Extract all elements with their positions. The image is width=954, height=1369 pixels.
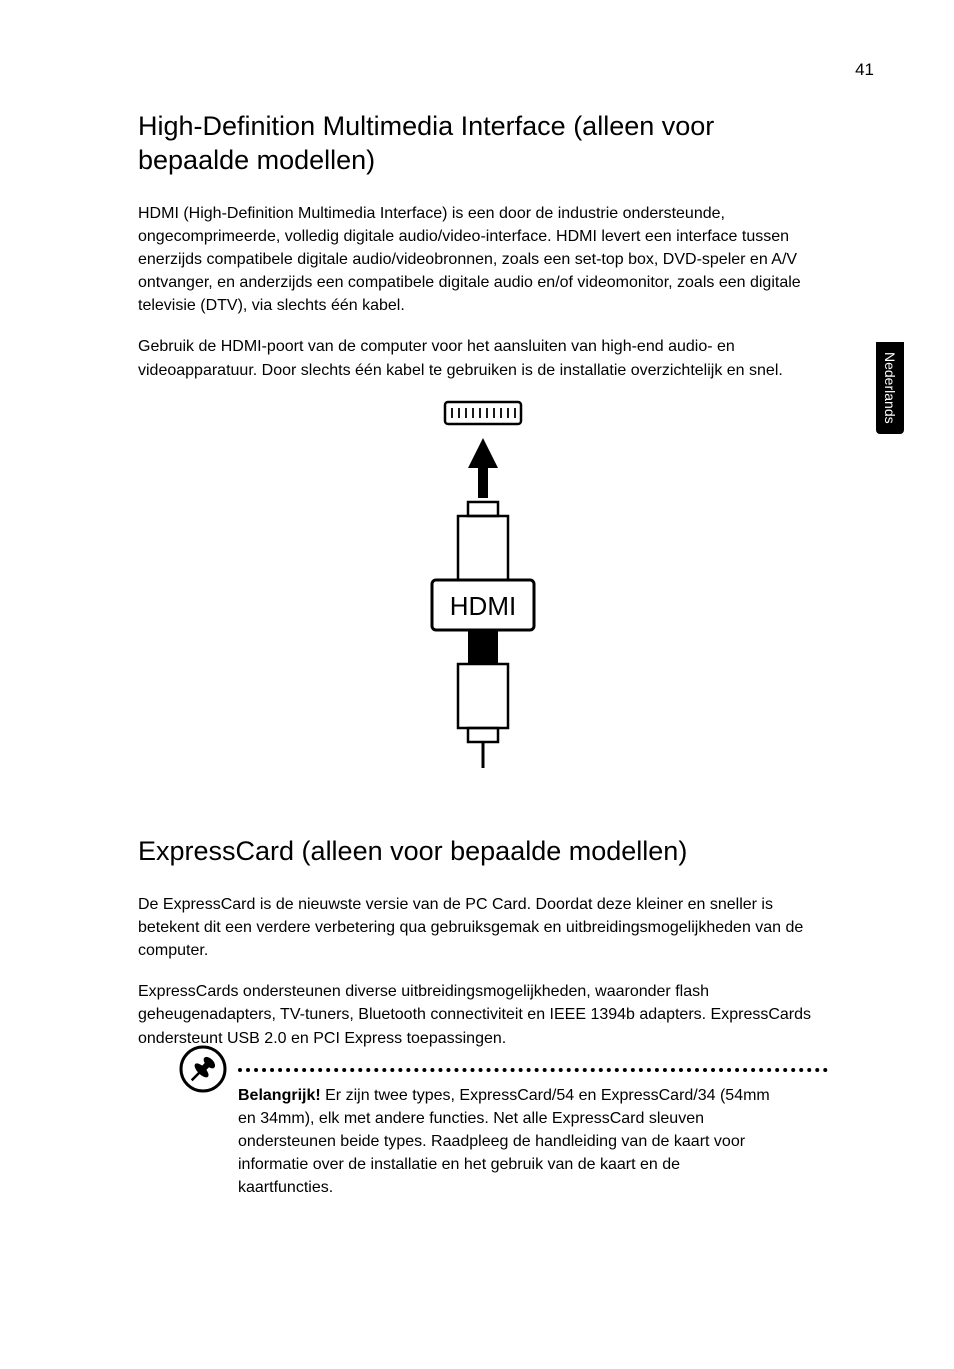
section-heading-hdmi: High-Definition Multimedia Interface (al… [138,110,828,178]
hdmi-diagram: HDMI [138,400,828,775]
important-callout: Belangrijk! Er zijn twee types, ExpressC… [138,1068,828,1200]
paragraph: ExpressCards ondersteunen diverse uitbre… [138,980,828,1050]
divider [238,1068,828,1072]
paragraph: HDMI (High-Definition Multimedia Interfa… [138,202,828,318]
callout-text: Belangrijk! Er zijn twee types, ExpressC… [238,1084,828,1200]
pin-icon [178,1044,228,1094]
page-content: High-Definition Multimedia Interface (al… [138,110,828,1200]
hdmi-cable-icon: HDMI [408,400,558,770]
page-number: 41 [855,60,874,80]
paragraph: De ExpressCard is de nieuwste versie van… [138,893,828,963]
language-tab: Nederlands [876,342,904,434]
hdmi-port-label: HDMI [450,591,516,621]
callout-bold-label: Belangrijk! [238,1087,321,1104]
paragraph: Gebruik de HDMI-poort van de computer vo… [138,335,828,381]
section-heading-expresscard: ExpressCard (alleen voor bepaalde modell… [138,835,828,869]
